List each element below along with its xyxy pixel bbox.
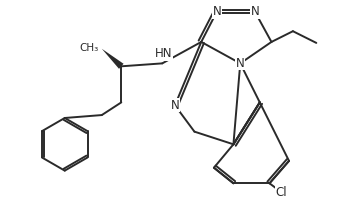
Text: N: N <box>236 57 245 70</box>
Polygon shape <box>102 49 123 69</box>
Text: Cl: Cl <box>276 186 287 199</box>
Text: N: N <box>250 5 259 18</box>
Text: CH₃: CH₃ <box>79 43 99 53</box>
Text: N: N <box>213 5 221 18</box>
Text: HN: HN <box>154 47 172 60</box>
Text: N: N <box>171 99 179 112</box>
